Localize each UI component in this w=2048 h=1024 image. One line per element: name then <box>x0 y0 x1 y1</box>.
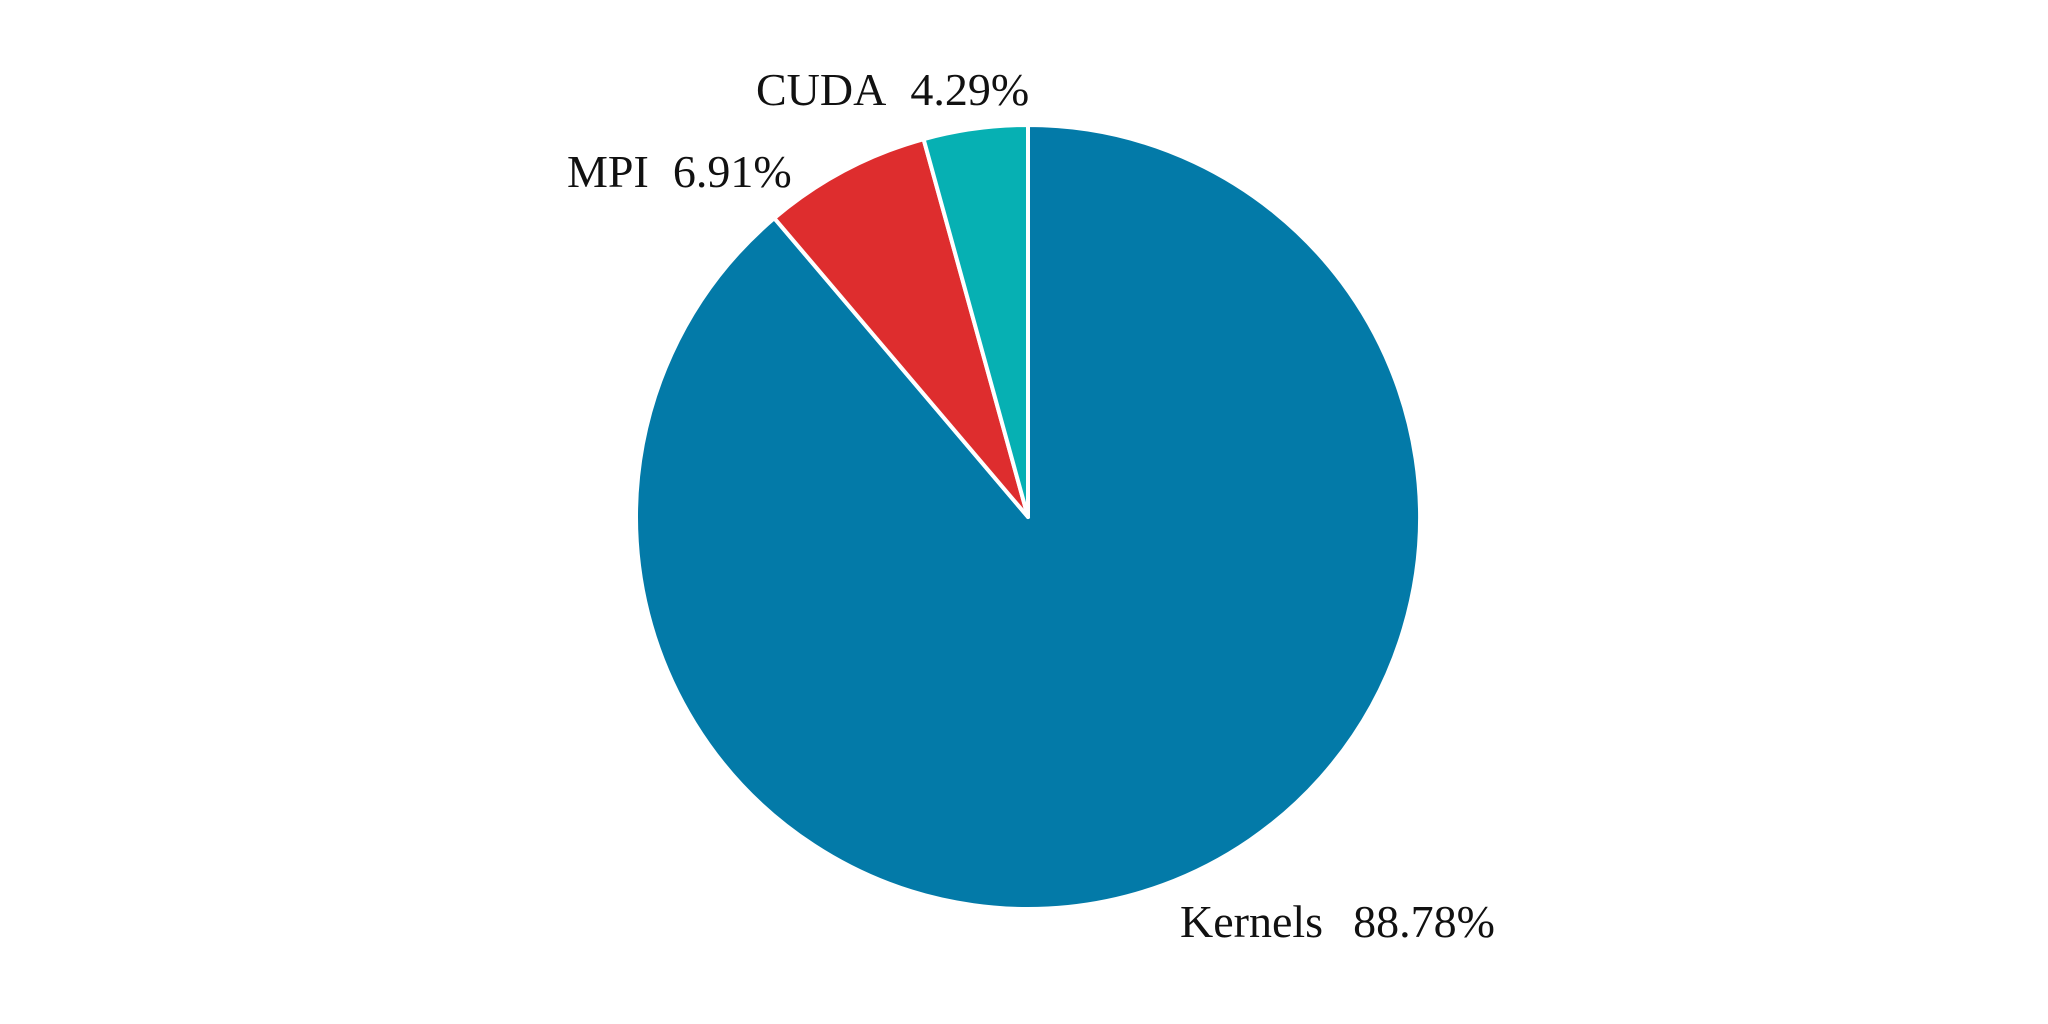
slice-label-cuda: CUDA 4.29% <box>756 64 1029 115</box>
pie-slices <box>634 123 1422 911</box>
pie-slice-mpi <box>772 137 1030 519</box>
slice-label-mpi: MPI 6.91% <box>567 146 792 197</box>
slice-label-kernels: Kernels 88.78% <box>1180 896 1495 947</box>
pie-slice-cuda <box>921 123 1030 519</box>
